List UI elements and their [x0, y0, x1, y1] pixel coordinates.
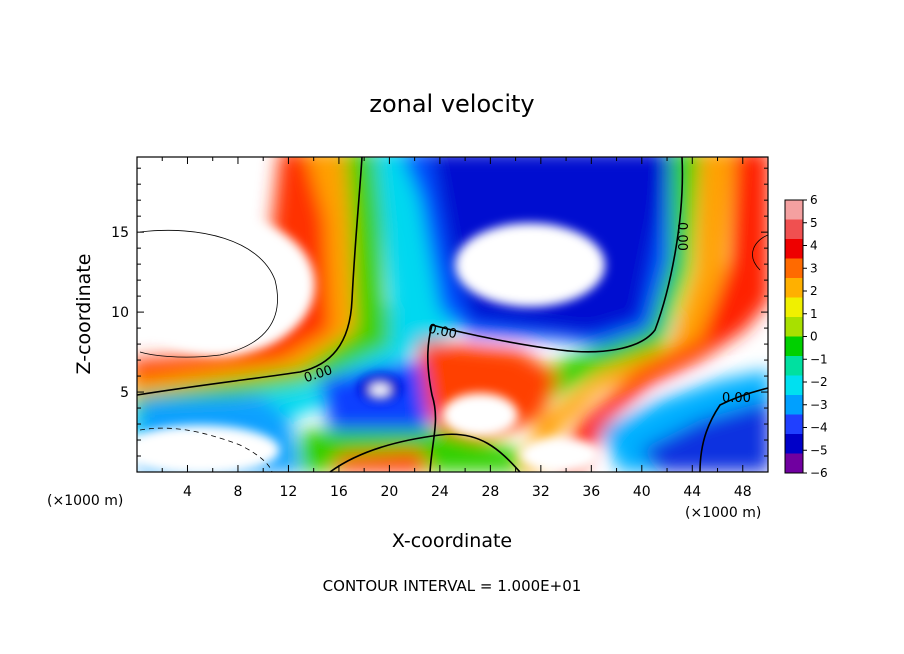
contour-label-2: 0.00	[674, 222, 689, 251]
colorbar-segment	[785, 375, 803, 396]
field-region-orange-plume-left	[137, 157, 360, 395]
colorbar-segment	[785, 219, 803, 240]
contour-thin-right	[752, 234, 768, 271]
field-region-darkblue-lower-right	[640, 400, 768, 472]
colorbar-segment	[785, 278, 803, 298]
colorbar-label: −4	[810, 421, 828, 435]
x-tick-label: 20	[380, 484, 398, 500]
field-region-green-right	[510, 157, 700, 410]
x-tick-label: 44	[683, 484, 701, 500]
y-tick-label: 10	[111, 305, 129, 321]
x-tick-label: 12	[280, 484, 298, 500]
chart-title: zonal velocity	[369, 90, 534, 118]
x-tick-label: 24	[431, 484, 449, 500]
field-core-white-lower-middle	[442, 393, 518, 437]
velocity-field	[137, 157, 768, 472]
colorbar-label: −5	[810, 443, 828, 457]
field-region-red-bottom-left	[330, 450, 430, 472]
x-unit-right: (×1000 m)	[685, 505, 761, 521]
field-core-white-left	[137, 215, 315, 355]
x-unit-left: (×1000 m)	[47, 493, 123, 509]
x-tick-label: 4	[183, 484, 192, 500]
colorbar-segment	[785, 395, 803, 415]
colorbar-label: −2	[810, 375, 828, 389]
field-core-white-bottom-right	[520, 437, 600, 472]
colorbar-segment	[785, 297, 803, 318]
field-region-orange-right	[520, 157, 735, 472]
y-tick-label: 5	[120, 385, 129, 401]
colorbar-label: −3	[810, 398, 828, 412]
x-tick-label: 8	[233, 484, 242, 500]
colorbar-label: 0	[810, 330, 818, 344]
x-tick-label: 16	[330, 484, 348, 500]
colorbar-segment	[785, 239, 803, 259]
colorbar-segment	[785, 453, 803, 474]
colorbar-label: −6	[810, 466, 828, 480]
y-axis-label: Z-coordinate	[73, 254, 95, 375]
contour-label-3: 0.00	[722, 391, 751, 406]
colorbar-segment	[785, 356, 803, 376]
colorbar-segment	[785, 414, 803, 435]
contour-thin-left	[139, 229, 278, 358]
colorbar: 6 5 4 3 2 1 0 −1 −2 −3 −4 −5 −6	[784, 193, 828, 480]
colorbar-label: −1	[810, 352, 828, 366]
x-tick-label: 32	[532, 484, 550, 500]
contour-labels: 0.00 0.00 0.00 0.00	[302, 222, 751, 406]
x-tick-label: 28	[481, 484, 499, 500]
zero-contour-lower	[329, 433, 521, 472]
colorbar-segment	[785, 434, 803, 454]
y-tick-label: 15	[111, 225, 129, 241]
colorbar-segment	[785, 258, 803, 279]
colorbar-label: 3	[810, 261, 818, 275]
y-axis: 5 10 15	[111, 167, 768, 457]
field-core-white-small	[370, 384, 390, 396]
x-tick-label: 48	[734, 484, 752, 500]
x-axis-label: X-coordinate	[392, 530, 512, 552]
x-tick-label: 40	[633, 484, 651, 500]
field-core-white-bottom-left	[137, 425, 280, 472]
zero-contour-right	[699, 387, 768, 472]
colorbar-segment	[785, 336, 803, 357]
colorbar-label: 1	[810, 307, 818, 321]
contour-interval-note: CONTOUR INTERVAL = 1.000E+01	[323, 577, 582, 595]
colorbar-segment	[785, 200, 803, 220]
contour-label-1: 0.00	[427, 322, 458, 343]
colorbar-label: 5	[810, 216, 818, 230]
colorbar-segment	[785, 317, 803, 337]
field-core-white-upper	[455, 223, 605, 307]
x-tick-label: 36	[582, 484, 600, 500]
colorbar-label: 4	[810, 239, 818, 253]
colorbar-label: 6	[810, 193, 818, 207]
field-region-green-band-left	[137, 157, 400, 414]
colorbar-label: 2	[810, 284, 818, 298]
plot-frame	[136, 156, 769, 473]
contour-lines	[137, 157, 768, 472]
zero-contour-left	[137, 157, 363, 396]
zero-contour-middle	[427, 157, 684, 472]
x-axis: 4 8 12 16 20 24 28 32 36 40 44 48	[161, 157, 752, 500]
